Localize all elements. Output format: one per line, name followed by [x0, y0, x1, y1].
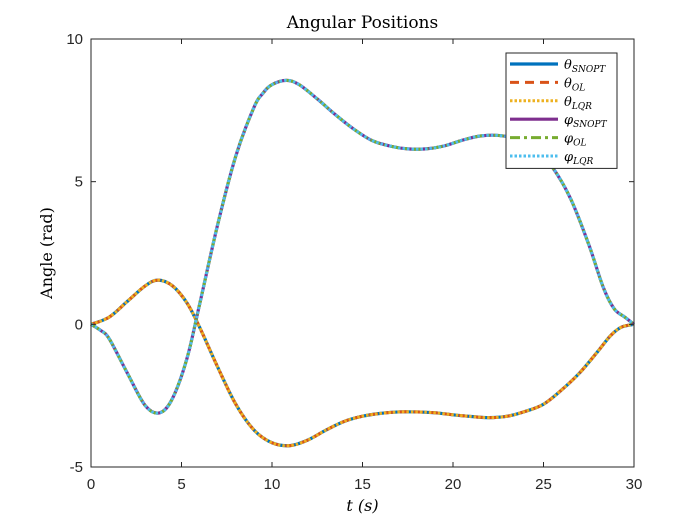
y-tick-label: 0 [75, 316, 83, 333]
legend-box [505, 52, 618, 169]
y-tick-label: 5 [75, 174, 83, 191]
legend-label: θSNOPT [564, 58, 606, 75]
x-axis-label: t (s) [346, 496, 378, 515]
legend-label: φSNOPT [564, 113, 608, 130]
x-tick-label: 25 [535, 476, 552, 493]
x-tick-label: 0 [87, 476, 95, 493]
chart-title: Angular Positions [286, 13, 438, 33]
x-tick-label: 30 [626, 476, 643, 493]
y-tick-label: 10 [66, 31, 83, 48]
x-tick-label: 5 [177, 476, 185, 493]
legend-label: θOL [564, 76, 585, 93]
x-tick-label: 15 [354, 476, 371, 493]
x-tick-label: 20 [445, 476, 462, 493]
x-tick-label: 10 [264, 476, 281, 493]
y-tick-label: -5 [70, 459, 83, 476]
legend-label: θLQR [564, 95, 592, 112]
series-line-theta-lqr [90, 278, 635, 448]
legend-label: φOL [564, 132, 586, 149]
y-axis-label: Angle (rad) [37, 207, 56, 300]
legend-label: φLQR [564, 150, 593, 167]
